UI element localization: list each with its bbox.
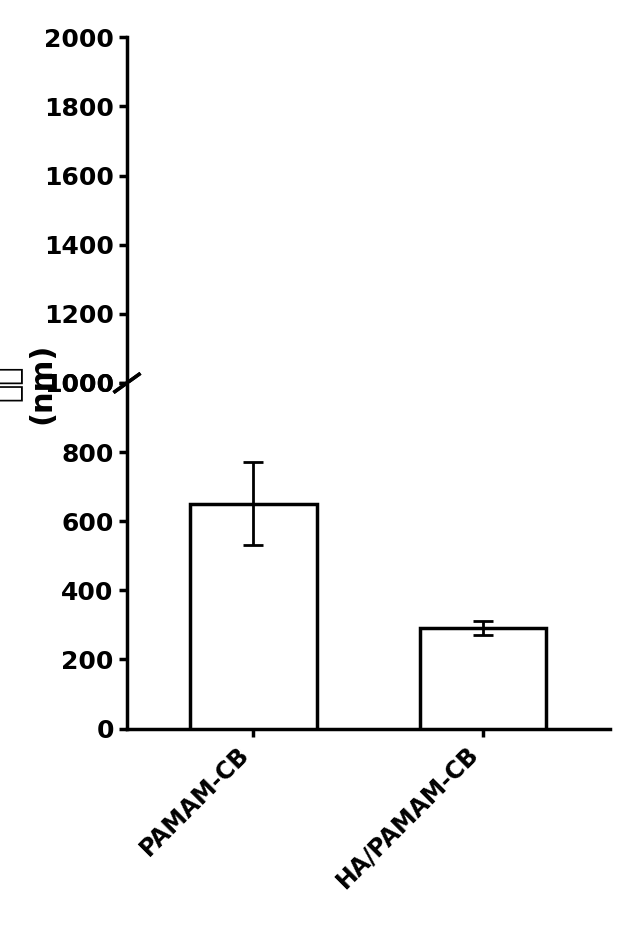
Text: 粒径
(nm): 粒径 (nm) [0, 342, 57, 424]
Bar [420, 629, 546, 729]
Bar [420, 629, 546, 729]
Bar [190, 504, 317, 729]
Bar [190, 504, 317, 729]
